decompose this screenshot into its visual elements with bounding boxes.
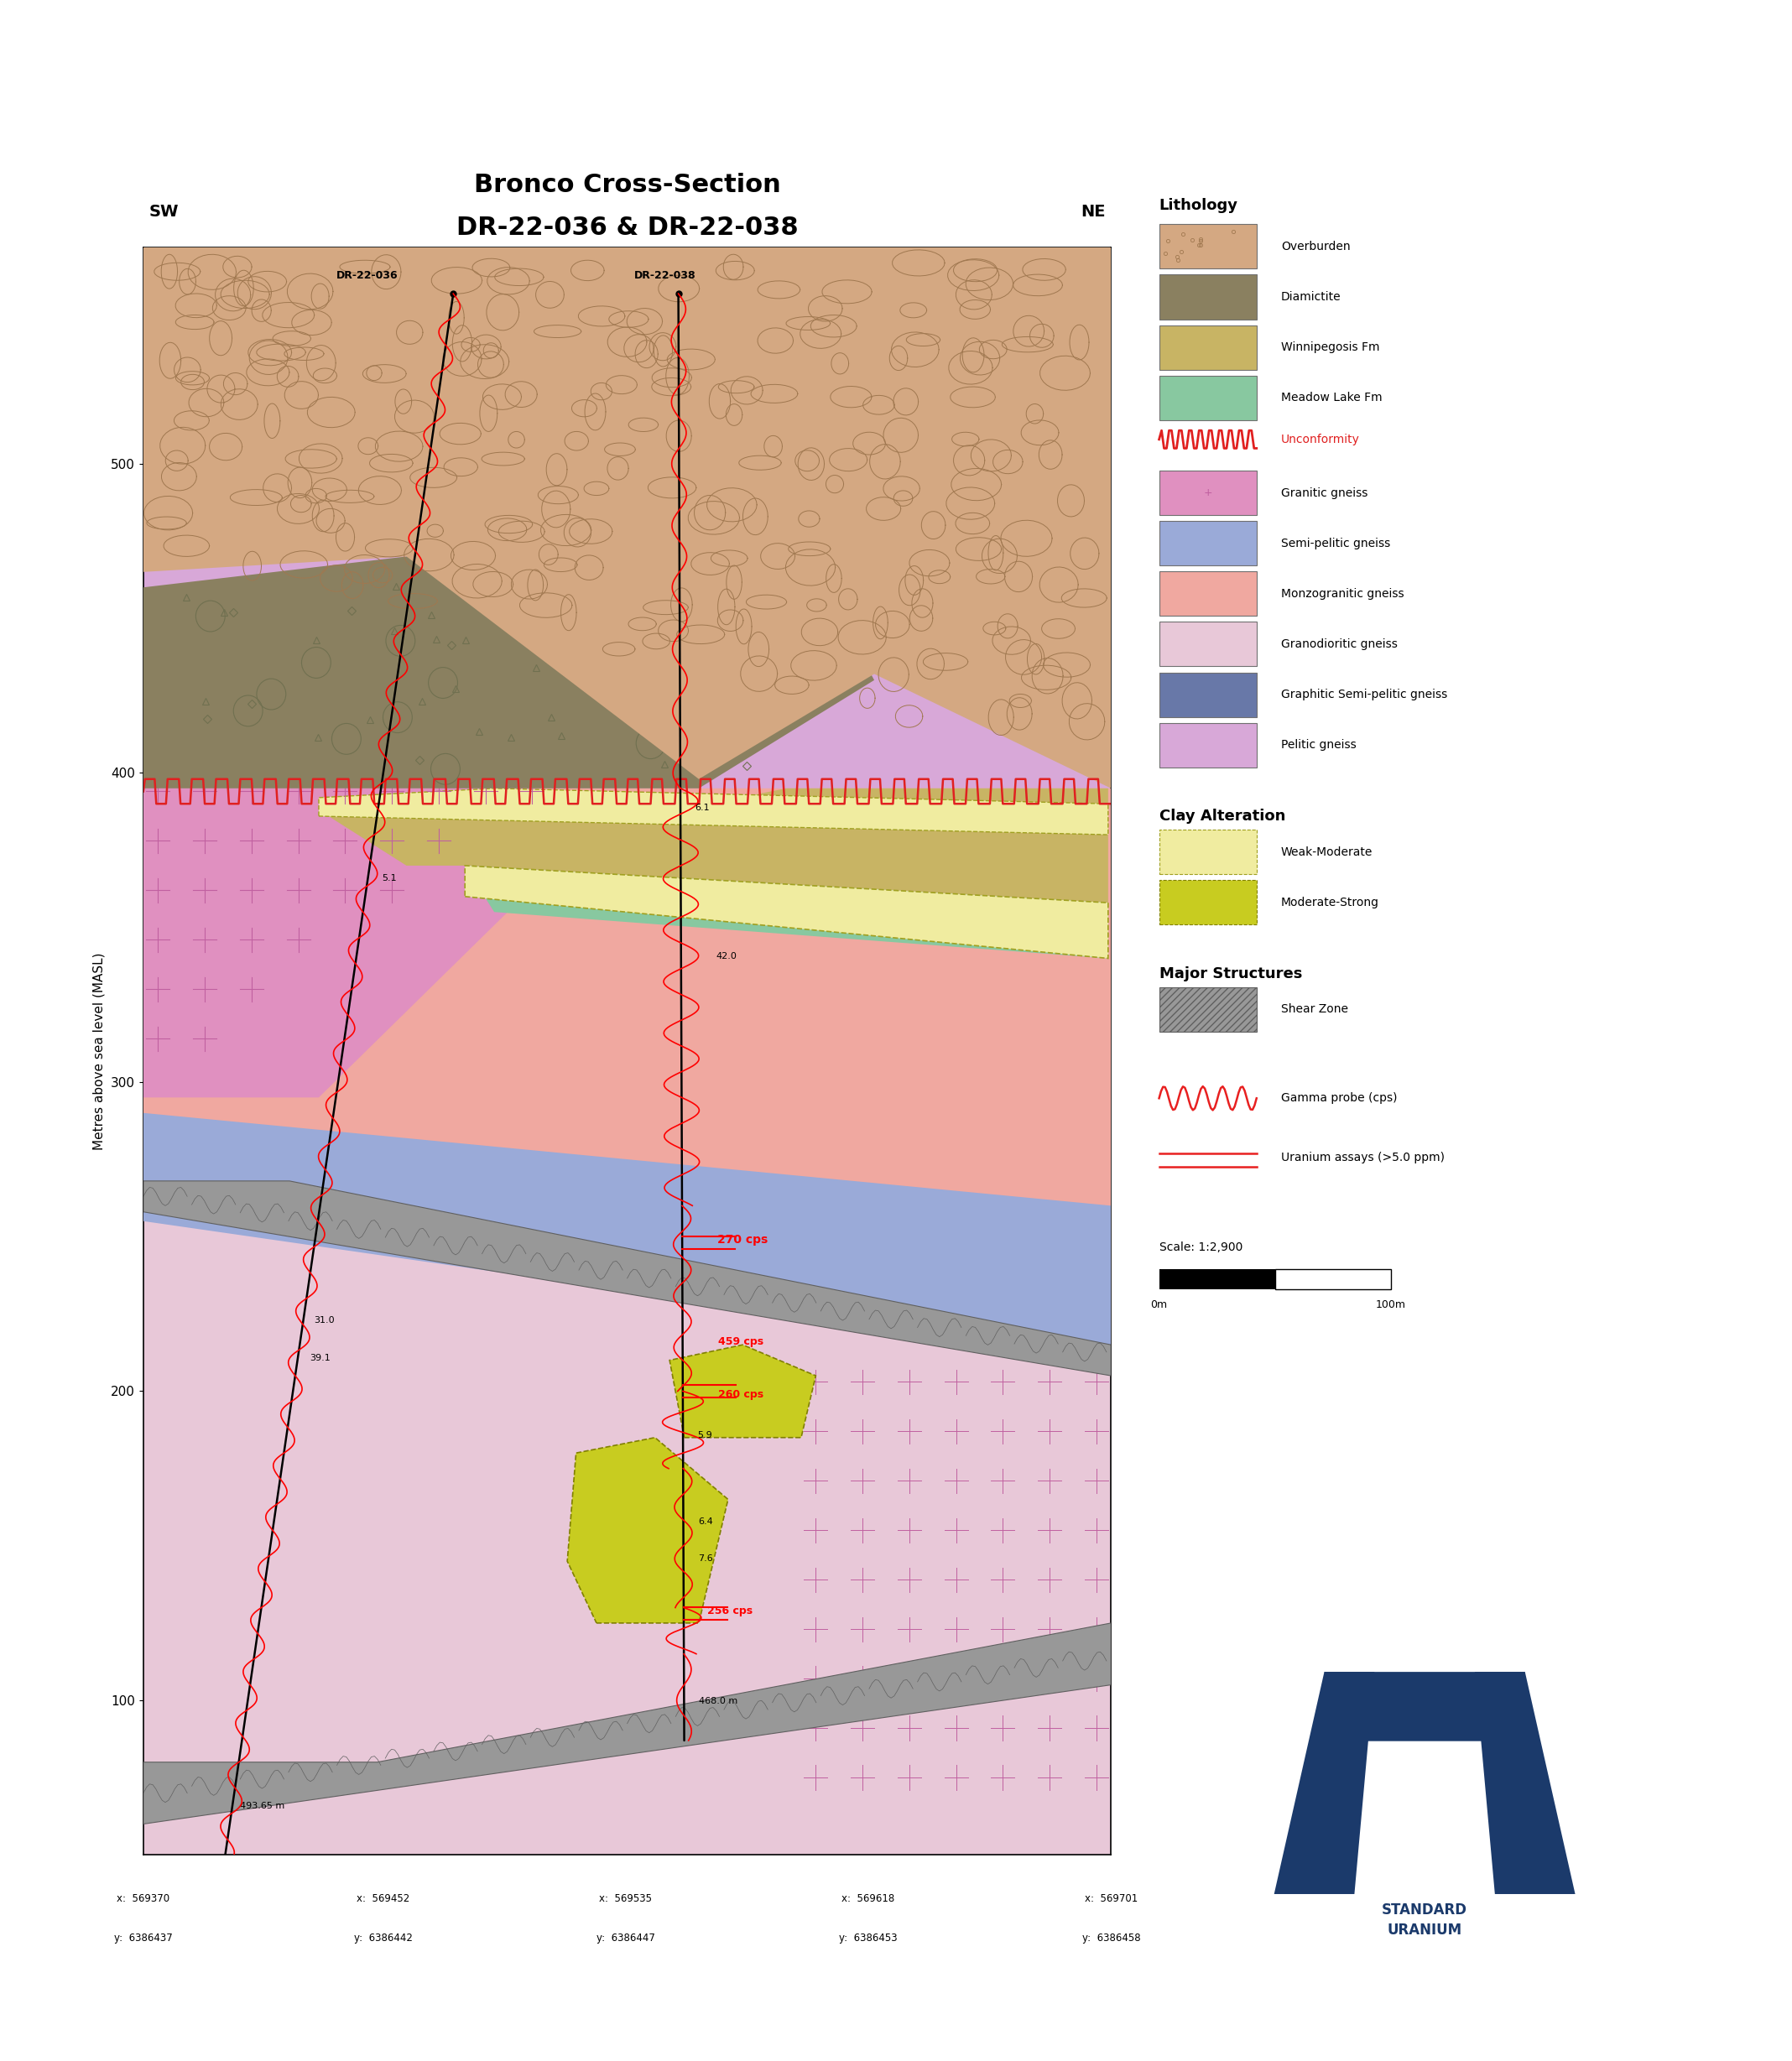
Text: +: +: [1204, 486, 1211, 499]
Polygon shape: [143, 247, 1111, 789]
Text: y:  6386458: y: 6386458: [1082, 1933, 1140, 1944]
Text: 6.4: 6.4: [697, 1517, 713, 1525]
Text: Uranium assays (>5.0 ppm): Uranium assays (>5.0 ppm): [1281, 1152, 1444, 1164]
Text: Diamictite: Diamictite: [1281, 291, 1340, 303]
Text: Clay Alteration: Clay Alteration: [1159, 810, 1285, 824]
Text: y:  6386447: y: 6386447: [597, 1933, 656, 1944]
Text: Major Structures: Major Structures: [1159, 967, 1303, 981]
Text: 31.0: 31.0: [314, 1317, 335, 1325]
Y-axis label: Metres above sea level (MASL): Metres above sea level (MASL): [93, 952, 106, 1150]
Polygon shape: [143, 1068, 1111, 1360]
Bar: [1159, 723, 1256, 767]
Text: 493.65 m: 493.65 m: [240, 1801, 285, 1810]
Text: DR-22-036: DR-22-036: [337, 270, 398, 280]
Text: x:  569370: x: 569370: [116, 1892, 170, 1904]
Text: 100m: 100m: [1376, 1298, 1405, 1311]
Text: x:  569701: x: 569701: [1084, 1892, 1138, 1904]
Text: DR-22-036 & DR-22-038: DR-22-036 & DR-22-038: [457, 216, 797, 239]
Polygon shape: [143, 789, 538, 1099]
Text: Graphitic Semi-pelitic gneiss: Graphitic Semi-pelitic gneiss: [1281, 688, 1448, 701]
Text: 459 cps: 459 cps: [719, 1336, 763, 1348]
Bar: [1159, 672, 1256, 717]
Bar: [1159, 622, 1256, 666]
Polygon shape: [319, 810, 1107, 903]
Text: Winnipegosis Fm: Winnipegosis Fm: [1281, 342, 1380, 352]
Text: y:  6386442: y: 6386442: [353, 1933, 412, 1944]
Polygon shape: [143, 1051, 1111, 1855]
Text: Semi-pelitic gneiss: Semi-pelitic gneiss: [1281, 538, 1391, 548]
Bar: [1159, 987, 1256, 1030]
Text: x:  569618: x: 569618: [842, 1892, 894, 1904]
Text: 7.6: 7.6: [699, 1554, 713, 1562]
Text: 256 cps: 256 cps: [708, 1606, 753, 1616]
Text: Meadow Lake Fm: Meadow Lake Fm: [1281, 392, 1382, 404]
Polygon shape: [143, 1624, 1111, 1824]
Text: 42.0: 42.0: [717, 952, 737, 960]
Text: STANDARD: STANDARD: [1382, 1902, 1468, 1917]
Text: y:  6386437: y: 6386437: [115, 1933, 172, 1944]
Bar: [1159, 274, 1256, 319]
Polygon shape: [670, 1346, 815, 1439]
Text: Shear Zone: Shear Zone: [1281, 1004, 1348, 1016]
Text: URANIUM: URANIUM: [1387, 1923, 1462, 1937]
Text: 270 cps: 270 cps: [717, 1235, 767, 1245]
Text: DR-22-038: DR-22-038: [634, 270, 697, 280]
Polygon shape: [464, 866, 1107, 958]
Polygon shape: [464, 866, 1107, 958]
Text: Monzogranitic gneiss: Monzogranitic gneiss: [1281, 587, 1403, 600]
Polygon shape: [319, 789, 1107, 835]
Polygon shape: [143, 247, 1111, 1855]
Text: Weak-Moderate: Weak-Moderate: [1281, 847, 1373, 857]
Text: Gamma probe (cps): Gamma probe (cps): [1281, 1092, 1398, 1105]
Bar: [1274, 1270, 1391, 1290]
Text: x:  569452: x: 569452: [357, 1892, 410, 1904]
Bar: [1159, 225, 1256, 268]
Text: 5.1: 5.1: [382, 874, 396, 882]
Bar: [1159, 375, 1256, 420]
Bar: [1159, 831, 1256, 874]
Polygon shape: [568, 1439, 728, 1624]
Text: Pelitic gneiss: Pelitic gneiss: [1281, 740, 1357, 750]
Polygon shape: [143, 556, 874, 789]
Polygon shape: [1475, 1671, 1575, 1894]
Polygon shape: [319, 789, 1107, 835]
Polygon shape: [143, 1082, 1111, 1220]
Text: NE: NE: [1081, 204, 1106, 221]
Text: Scale: 1:2,900: Scale: 1:2,900: [1159, 1243, 1242, 1253]
Polygon shape: [1274, 1671, 1374, 1894]
Text: Granitic gneiss: Granitic gneiss: [1281, 486, 1367, 499]
Text: x:  569535: x: 569535: [599, 1892, 652, 1904]
Text: 468.0 m: 468.0 m: [699, 1696, 738, 1704]
Polygon shape: [143, 789, 1111, 1206]
Text: Granodioritic gneiss: Granodioritic gneiss: [1281, 639, 1398, 649]
Bar: [1159, 326, 1256, 369]
Bar: [1159, 571, 1256, 616]
Text: Unconformity: Unconformity: [1281, 433, 1360, 445]
Text: 260 cps: 260 cps: [719, 1389, 763, 1399]
Bar: [1159, 1270, 1274, 1290]
Polygon shape: [1324, 1671, 1525, 1742]
Text: Lithology: Lithology: [1159, 198, 1238, 212]
Bar: [1159, 521, 1256, 565]
Text: Overburden: Overburden: [1281, 241, 1349, 251]
Text: 5.9: 5.9: [697, 1430, 713, 1439]
Text: 39.1: 39.1: [310, 1354, 330, 1362]
Text: 6.1: 6.1: [695, 804, 710, 812]
Text: 0m: 0m: [1150, 1298, 1168, 1311]
Bar: [1159, 880, 1256, 925]
Text: y:  6386453: y: 6386453: [839, 1933, 898, 1944]
Text: SW: SW: [149, 204, 179, 221]
Bar: [1159, 470, 1256, 515]
Text: Moderate-Strong: Moderate-Strong: [1281, 897, 1380, 909]
Text: Bronco Cross-Section: Bronco Cross-Section: [473, 173, 781, 196]
Polygon shape: [143, 1181, 1111, 1377]
